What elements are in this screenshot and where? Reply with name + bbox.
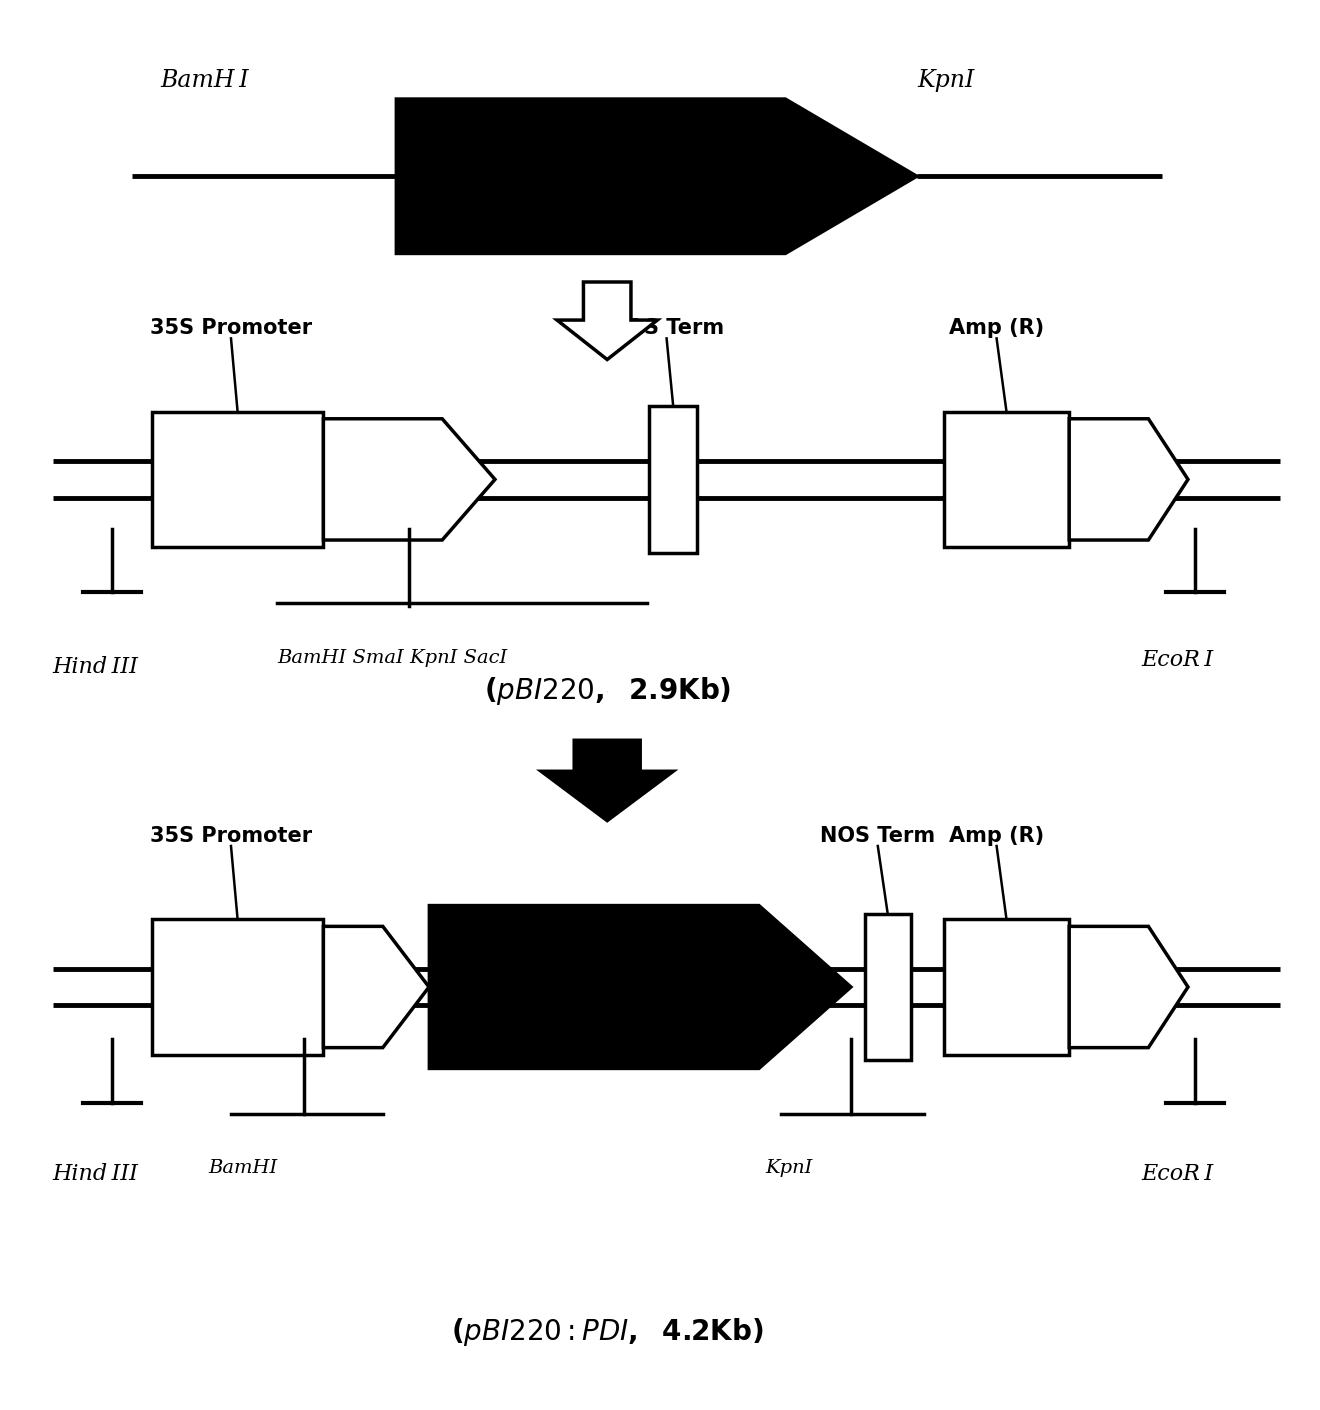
Text: NOS Term: NOS Term bbox=[820, 826, 936, 846]
Text: 35S Promoter: 35S Promoter bbox=[150, 319, 312, 338]
Bar bbox=[944, 919, 1069, 1055]
Polygon shape bbox=[396, 99, 917, 254]
Bar bbox=[152, 412, 323, 547]
Bar bbox=[649, 406, 697, 553]
Text: Amp (R): Amp (R) bbox=[949, 319, 1044, 338]
Polygon shape bbox=[557, 282, 657, 360]
Text: Hind III: Hind III bbox=[53, 656, 139, 678]
Text: $\mathbf{(}$$\mathit{pBI220:PDI}$$\mathbf{,\ \ 4.2Kb)}$: $\mathbf{(}$$\mathit{pBI220:PDI}$$\mathb… bbox=[451, 1317, 763, 1348]
Polygon shape bbox=[1069, 419, 1188, 540]
Bar bbox=[944, 412, 1069, 547]
Polygon shape bbox=[323, 926, 429, 1048]
Text: KpnI: KpnI bbox=[917, 69, 974, 92]
Text: EcoR I: EcoR I bbox=[1142, 649, 1214, 671]
Polygon shape bbox=[541, 740, 673, 821]
Bar bbox=[152, 919, 323, 1055]
Text: NOS Term: NOS Term bbox=[609, 319, 725, 338]
Text: Amp (R): Amp (R) bbox=[949, 826, 1044, 846]
Text: EcoR I: EcoR I bbox=[1142, 1163, 1214, 1186]
Text: BamHI: BamHI bbox=[209, 1159, 277, 1177]
Text: BamH I: BamH I bbox=[160, 69, 249, 92]
Polygon shape bbox=[429, 905, 851, 1069]
Polygon shape bbox=[1069, 926, 1188, 1048]
Text: $\mathbf{(}$$\mathit{pBI220}$$\mathbf{,\ \ 2.9Kb)}$: $\mathbf{(}$$\mathit{pBI220}$$\mathbf{,\… bbox=[483, 675, 731, 706]
Text: 35S Promoter: 35S Promoter bbox=[150, 826, 312, 846]
Polygon shape bbox=[323, 419, 495, 540]
Text: Hind III: Hind III bbox=[53, 1163, 139, 1186]
Text: BamHI SmaI KpnI SacI: BamHI SmaI KpnI SacI bbox=[277, 649, 507, 667]
Bar bbox=[865, 914, 911, 1060]
Text: KpnI: KpnI bbox=[766, 1159, 813, 1177]
